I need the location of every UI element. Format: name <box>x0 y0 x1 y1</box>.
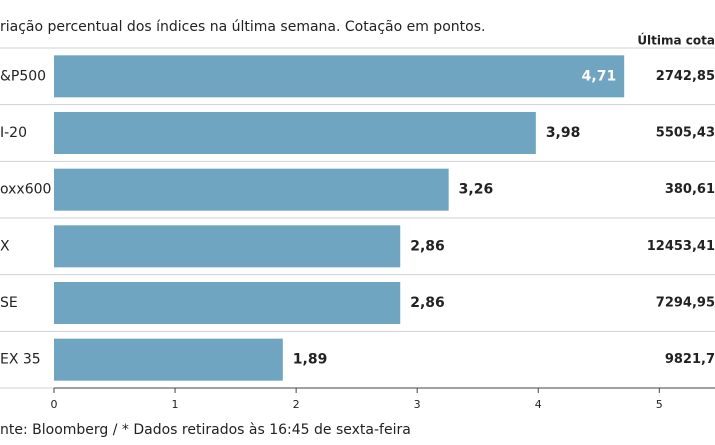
x-tick-label: 1 <box>172 398 179 411</box>
quote: 2742,85 <box>656 69 715 84</box>
value-label: 3,26 <box>459 182 494 198</box>
x-tick-label: 0 <box>51 398 58 411</box>
x-tick-label: 2 <box>293 398 300 411</box>
category-label: SE <box>0 295 18 311</box>
value-label: 4,71 <box>582 68 617 84</box>
quote: 12453,41 <box>647 239 715 254</box>
category-label: &P500 <box>0 68 46 84</box>
x-tick-label: 4 <box>535 398 542 411</box>
bar <box>54 225 401 268</box>
category-label: EX 35 <box>0 352 41 368</box>
quote: 7294,95 <box>656 296 715 311</box>
bar <box>54 282 401 324</box>
x-tick-label: 3 <box>414 398 421 411</box>
quote: 380,61 <box>665 182 715 197</box>
bar <box>54 55 625 98</box>
bar <box>54 168 449 211</box>
quote-header: Última cota <box>637 33 715 48</box>
category-label: oxx600 <box>0 182 51 198</box>
quote: 5505,43 <box>656 126 715 141</box>
quote: 9821,7 <box>665 352 715 367</box>
category-label: X <box>0 238 10 254</box>
bar <box>54 338 283 381</box>
value-label: 2,86 <box>410 295 445 311</box>
source: nte: Bloomberg / * Dados retirados às 16… <box>0 422 411 438</box>
value-label: 3,98 <box>546 125 581 141</box>
x-tick-label: 5 <box>656 398 663 411</box>
category-label: I-20 <box>0 125 27 141</box>
chart-subtitle: riação percentual dos índices na última … <box>0 19 485 35</box>
value-label: 2,86 <box>410 238 445 254</box>
value-label: 1,89 <box>293 352 328 368</box>
bar <box>54 112 536 154</box>
